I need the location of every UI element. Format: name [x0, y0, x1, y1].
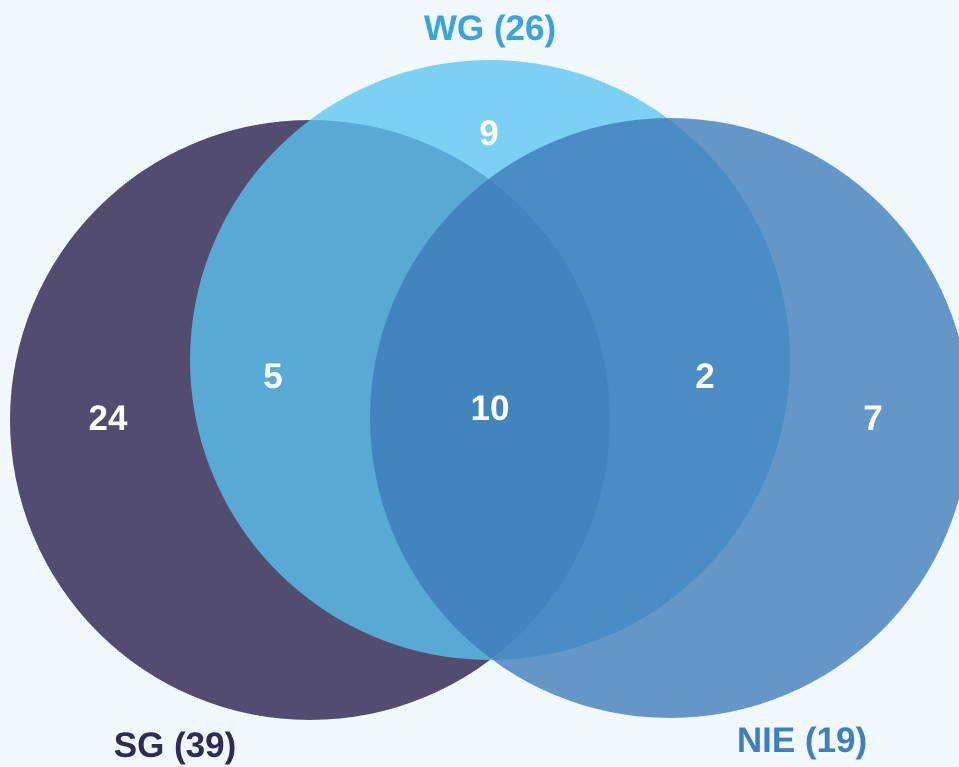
set-label-sg: SG (39): [114, 726, 237, 765]
circle-nie: [370, 118, 959, 718]
region-count-wg-only: 9: [479, 114, 498, 153]
set-label-nie: NIE (19): [737, 721, 867, 760]
region-count-nie-only: 7: [863, 399, 882, 438]
region-count-all-three: 10: [471, 389, 510, 428]
set-label-wg: WG (26): [424, 9, 556, 48]
region-count-sg-only: 24: [89, 399, 128, 438]
region-count-sg-wg: 5: [263, 357, 282, 396]
region-count-wg-nie: 2: [695, 357, 714, 396]
